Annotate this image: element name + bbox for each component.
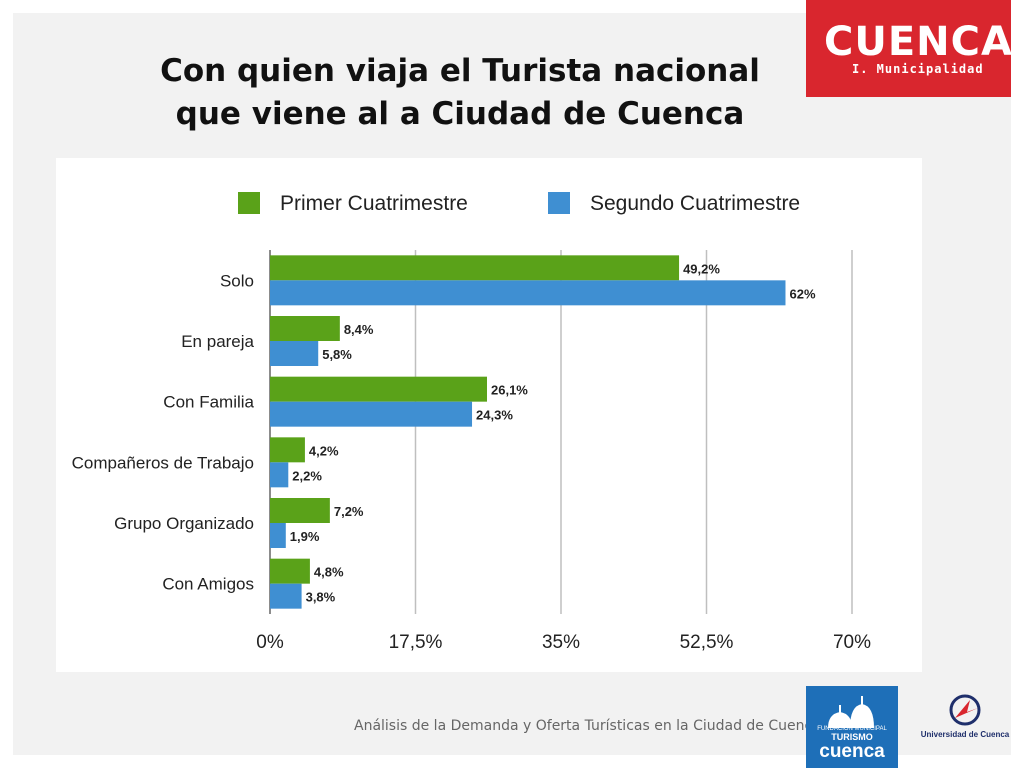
bar — [270, 280, 786, 306]
data-label: 62% — [789, 286, 815, 301]
bar — [270, 316, 340, 341]
logo-main-text: CUENCA — [824, 19, 1013, 65]
turismo-brand: cuenca — [819, 741, 885, 762]
legend-label: Segundo Cuatrimestre — [590, 192, 800, 215]
cuenca-municipal-logo: CUENCA I. Municipalidad — [806, 0, 1013, 97]
bar — [270, 401, 473, 427]
data-label: 8,4% — [344, 322, 374, 337]
data-label: 4,2% — [309, 443, 339, 458]
data-label: 7,2% — [334, 504, 364, 519]
bar — [270, 255, 680, 281]
logo-sub-text: I. Municipalidad — [852, 62, 984, 76]
university-emblem-icon — [949, 694, 981, 726]
title-line-2: que viene al a Ciudad de Cuenca — [175, 96, 745, 132]
data-label: 3,8% — [306, 590, 336, 605]
legend-label: Primer Cuatrimestre — [280, 192, 468, 215]
footer-text: Análisis de la Demanda y Oferta Turístic… — [354, 718, 821, 734]
bar — [270, 341, 319, 366]
chart-panel: 0% 17,5% 35% 52,5% 70% Primer Cuatrimestre Seg… — [56, 158, 922, 672]
bar — [270, 583, 302, 609]
bar — [270, 462, 289, 488]
x-tick-label: 70% — [833, 632, 871, 653]
x-tick-label: 0% — [256, 632, 284, 653]
bar — [270, 376, 488, 402]
data-label: 26,1% — [491, 383, 528, 398]
turismo-cuenca-logo: FUNDACIÓN MUNICIPAL TURISMO cuenca — [806, 686, 898, 768]
university-name: Universidad de Cuenca — [920, 730, 1010, 739]
data-label: 1,9% — [290, 529, 320, 544]
bar-chart: 0% 17,5% 35% 52,5% 70% Primer Cuatrimestre Seg… — [72, 192, 871, 653]
category-label: Compañeros de Trabajo — [72, 453, 254, 472]
legend-swatch — [548, 192, 570, 214]
category-label: En pareja — [181, 332, 254, 351]
bar — [270, 498, 330, 523]
slide-title: Con quien viaja el Turista nacional que … — [150, 50, 770, 136]
category-label: Solo — [220, 271, 254, 290]
data-label: 49,2% — [683, 261, 720, 276]
data-label: 4,8% — [314, 565, 344, 580]
x-tick-label: 52,5% — [680, 632, 734, 653]
category-label: Con Amigos — [162, 575, 254, 594]
bar — [270, 523, 286, 548]
x-tick-label: 17,5% — [389, 632, 443, 653]
university-logo: Universidad de Cuenca — [920, 690, 1010, 750]
data-label: 24,3% — [476, 408, 513, 423]
category-label: Grupo Organizado — [114, 514, 254, 533]
category-label: Con Familia — [163, 393, 254, 412]
turismo-mini-text: FUNDACIÓN MUNICIPAL — [817, 726, 887, 732]
x-tick-label: 35% — [542, 632, 580, 653]
legend-swatch — [238, 192, 260, 214]
bar — [270, 558, 310, 584]
data-label: 2,2% — [292, 468, 322, 483]
data-label: 5,8% — [322, 347, 352, 362]
cathedral-domes-icon — [828, 696, 874, 728]
bar — [270, 437, 305, 463]
turismo-word: TURISMO — [831, 732, 873, 742]
title-line-1: Con quien viaja el Turista nacional — [160, 53, 760, 89]
